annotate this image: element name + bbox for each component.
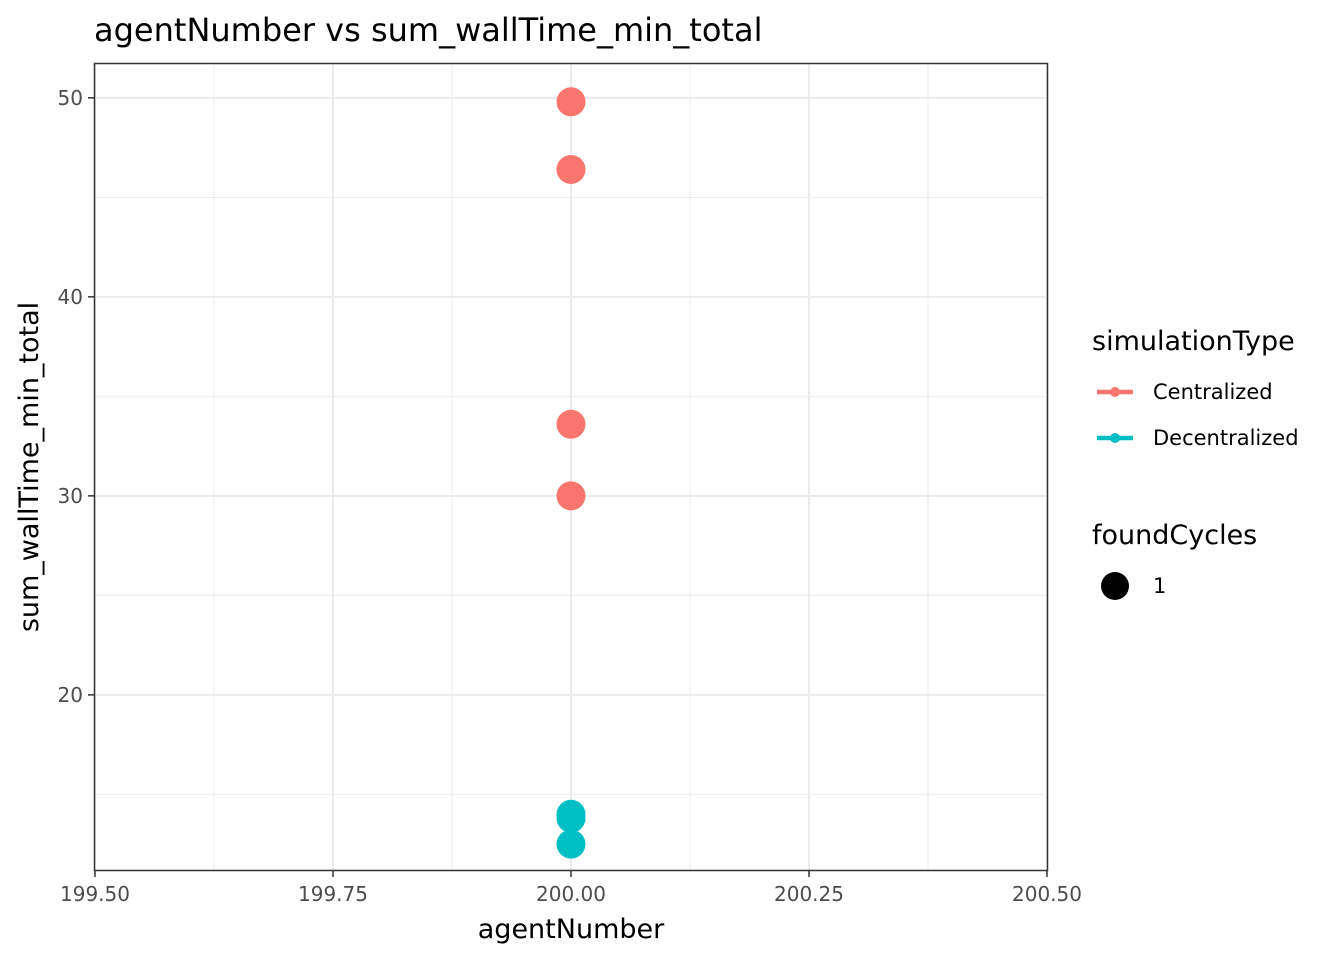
point-centralized — [556, 409, 586, 439]
legend-label-found-cycles-1: 1 — [1153, 574, 1166, 598]
legend-title-simulation-type: simulationType — [1092, 326, 1295, 357]
data-points — [556, 87, 586, 859]
y-axis-title: sum_wallTime_min_total — [14, 302, 45, 632]
point-decentralized — [556, 803, 586, 833]
x-tick-label: 200.50 — [1012, 882, 1082, 906]
point-centralized — [556, 87, 586, 117]
y-axis-ticks: 20 30 40 50 — [58, 86, 95, 707]
point-centralized — [556, 154, 586, 184]
legend-title-found-cycles: foundCycles — [1092, 520, 1257, 551]
legend-found-cycles: foundCycles 1 — [1092, 520, 1257, 600]
y-tick-label: 40 — [58, 285, 83, 309]
legend-dot-centralized — [1110, 387, 1120, 397]
x-axis-ticks: 199.50 199.75 200.00 200.25 200.50 — [60, 870, 1082, 906]
major-gridlines — [94, 64, 1048, 870]
x-tick-label: 200.25 — [774, 882, 844, 906]
legend-simulation-type: simulationType Centralized Decentralized — [1092, 326, 1299, 450]
y-tick-label: 30 — [58, 484, 83, 508]
point-centralized — [556, 481, 586, 511]
legend-label-decentralized: Decentralized — [1153, 426, 1299, 450]
chart-title: agentNumber vs sum_wallTime_min_total — [94, 11, 762, 49]
y-tick-label: 50 — [58, 86, 83, 110]
point-decentralized — [556, 829, 586, 859]
legend-dot-decentralized — [1110, 433, 1120, 443]
legend-key-centralized — [1097, 387, 1133, 397]
y-tick-label: 20 — [58, 683, 83, 707]
x-tick-label: 199.75 — [298, 882, 368, 906]
x-axis-title: agentNumber — [478, 914, 665, 945]
x-tick-label: 200.00 — [536, 882, 606, 906]
x-tick-label: 199.50 — [60, 882, 130, 906]
legend-key-decentralized — [1097, 433, 1133, 443]
legend-label-centralized: Centralized — [1153, 380, 1273, 404]
legend-size-key-1 — [1101, 572, 1129, 600]
